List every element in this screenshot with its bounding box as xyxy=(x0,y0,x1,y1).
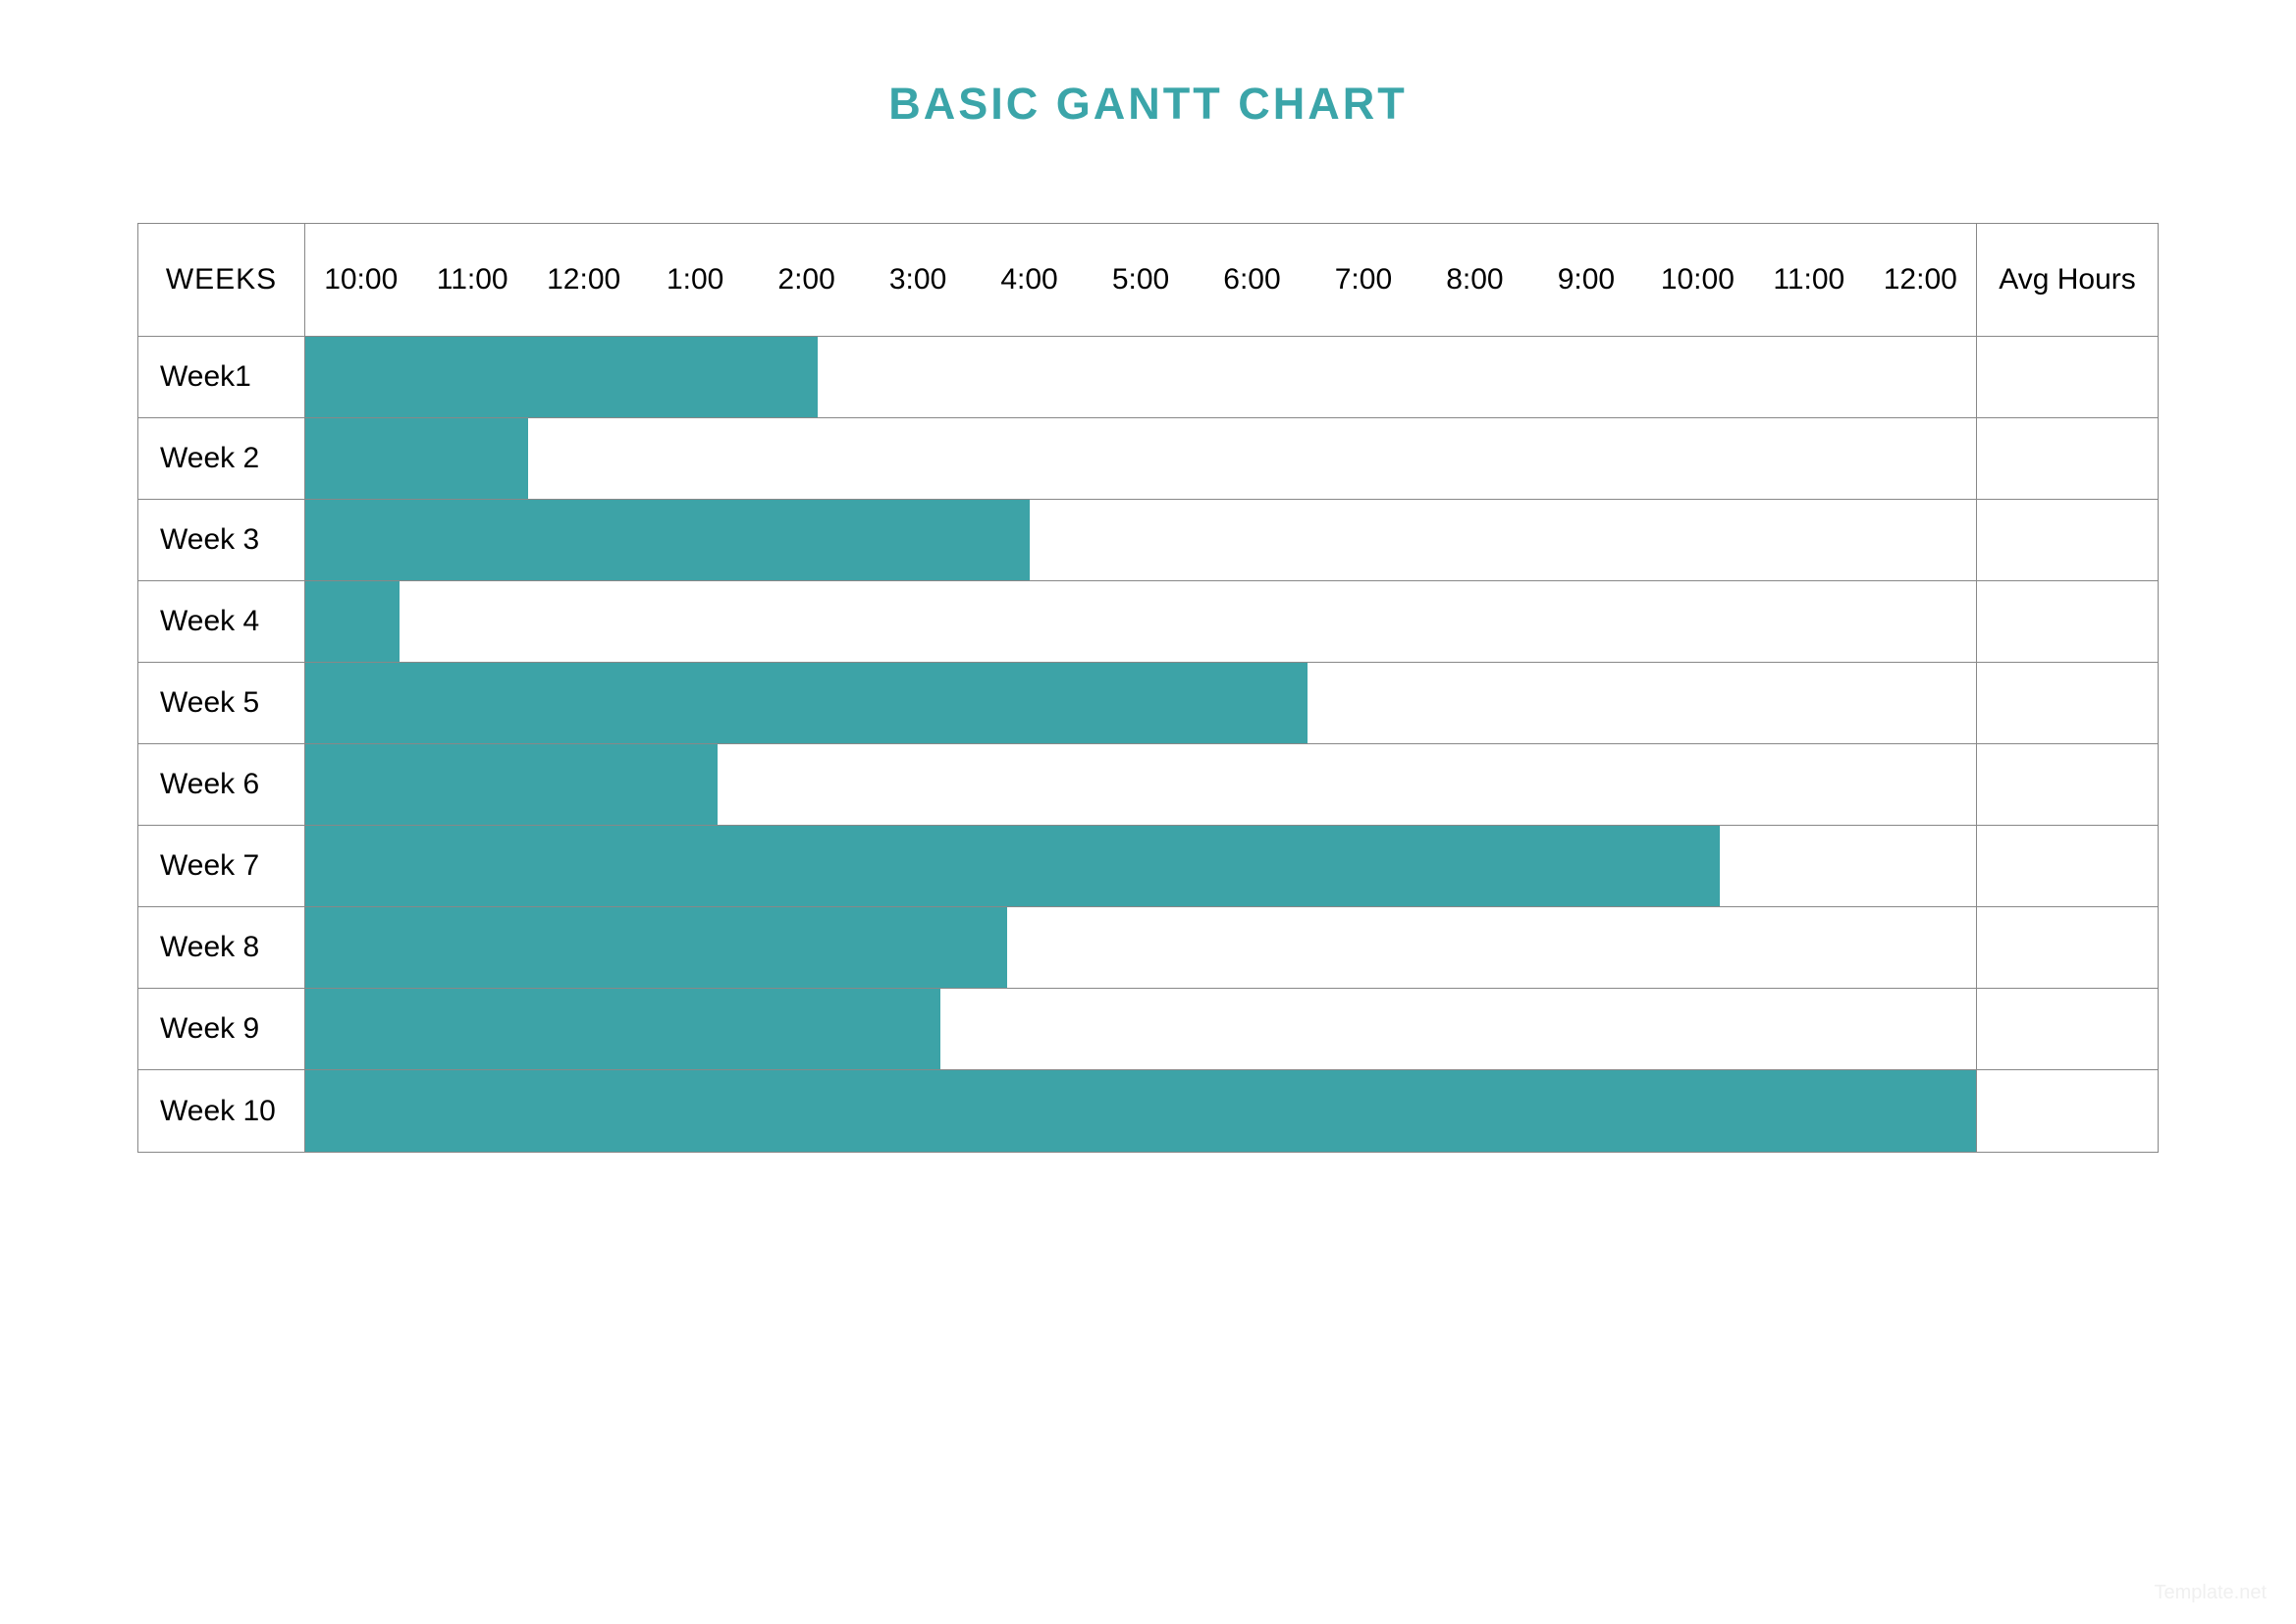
gantt-bar xyxy=(305,663,1308,743)
gantt-chart: WEEKS 10:0011:0012:001:002:003:004:005:0… xyxy=(137,223,2159,1153)
gantt-row: Week 7 xyxy=(138,826,2158,907)
weeks-header: WEEKS xyxy=(138,224,305,336)
gantt-row: Week1 xyxy=(138,337,2158,418)
time-label: 11:00 xyxy=(1753,263,1864,297)
gantt-row: Week 6 xyxy=(138,744,2158,826)
time-label: 10:00 xyxy=(1642,263,1753,297)
timeline-cell xyxy=(305,337,1976,417)
timeline-cell xyxy=(305,989,1976,1069)
avg-hours-cell xyxy=(1976,1070,2158,1152)
time-label: 3:00 xyxy=(862,263,973,297)
week-label: Week 5 xyxy=(138,663,305,743)
gantt-bar xyxy=(305,418,528,499)
gantt-row: Week 4 xyxy=(138,581,2158,663)
avg-hours-cell xyxy=(1976,418,2158,499)
week-label: Week1 xyxy=(138,337,305,417)
gantt-row: Week 8 xyxy=(138,907,2158,989)
gantt-bar xyxy=(305,581,400,662)
avg-hours-cell xyxy=(1976,989,2158,1069)
time-label: 7:00 xyxy=(1308,263,1418,297)
gantt-bar xyxy=(305,337,818,417)
avg-hours-cell xyxy=(1976,826,2158,906)
gantt-container: BASIC GANTT CHART WEEKS 10:0011:0012:001… xyxy=(0,0,2296,1153)
week-label: Week 2 xyxy=(138,418,305,499)
timeline-cell xyxy=(305,500,1976,580)
timeline-cell xyxy=(305,1070,1976,1152)
timeline-cell xyxy=(305,418,1976,499)
timeline-cell xyxy=(305,826,1976,906)
time-label: 9:00 xyxy=(1530,263,1641,297)
gantt-row: Week 5 xyxy=(138,663,2158,744)
gantt-bar xyxy=(305,907,1007,988)
timeline-cell xyxy=(305,907,1976,988)
time-label: 4:00 xyxy=(974,263,1085,297)
time-label: 2:00 xyxy=(751,263,862,297)
week-label: Week 4 xyxy=(138,581,305,662)
week-label: Week 6 xyxy=(138,744,305,825)
gantt-bar xyxy=(305,826,1720,906)
avg-hours-header: Avg Hours xyxy=(1976,224,2158,336)
gantt-bar xyxy=(305,1070,1976,1152)
avg-hours-cell xyxy=(1976,744,2158,825)
gantt-row: Week 10 xyxy=(138,1070,2158,1152)
time-label: 5:00 xyxy=(1085,263,1196,297)
timeline-cell xyxy=(305,581,1976,662)
time-label: 12:00 xyxy=(1865,263,1976,297)
gantt-row: Week 2 xyxy=(138,418,2158,500)
week-label: Week 10 xyxy=(138,1070,305,1152)
time-label: 6:00 xyxy=(1197,263,1308,297)
time-label: 12:00 xyxy=(528,263,639,297)
watermark-text: Template.net xyxy=(2154,1582,2267,1604)
avg-hours-cell xyxy=(1976,581,2158,662)
header-row: WEEKS 10:0011:0012:001:002:003:004:005:0… xyxy=(138,224,2158,337)
time-label: 11:00 xyxy=(416,263,527,297)
gantt-bar xyxy=(305,500,1030,580)
week-label: Week 7 xyxy=(138,826,305,906)
timeline-cell xyxy=(305,663,1976,743)
week-label: Week 9 xyxy=(138,989,305,1069)
gantt-row: Week 3 xyxy=(138,500,2158,581)
timeline-cell xyxy=(305,744,1976,825)
chart-title: BASIC GANTT CHART xyxy=(137,79,2159,130)
avg-hours-cell xyxy=(1976,663,2158,743)
gantt-bar xyxy=(305,989,940,1069)
week-label: Week 3 xyxy=(138,500,305,580)
time-label: 1:00 xyxy=(639,263,750,297)
time-label: 10:00 xyxy=(305,263,416,297)
week-label: Week 8 xyxy=(138,907,305,988)
time-label: 8:00 xyxy=(1419,263,1530,297)
avg-hours-cell xyxy=(1976,907,2158,988)
time-axis-header: 10:0011:0012:001:002:003:004:005:006:007… xyxy=(305,224,1976,336)
gantt-row: Week 9 xyxy=(138,989,2158,1070)
avg-hours-cell xyxy=(1976,337,2158,417)
gantt-bar xyxy=(305,744,718,825)
avg-hours-cell xyxy=(1976,500,2158,580)
